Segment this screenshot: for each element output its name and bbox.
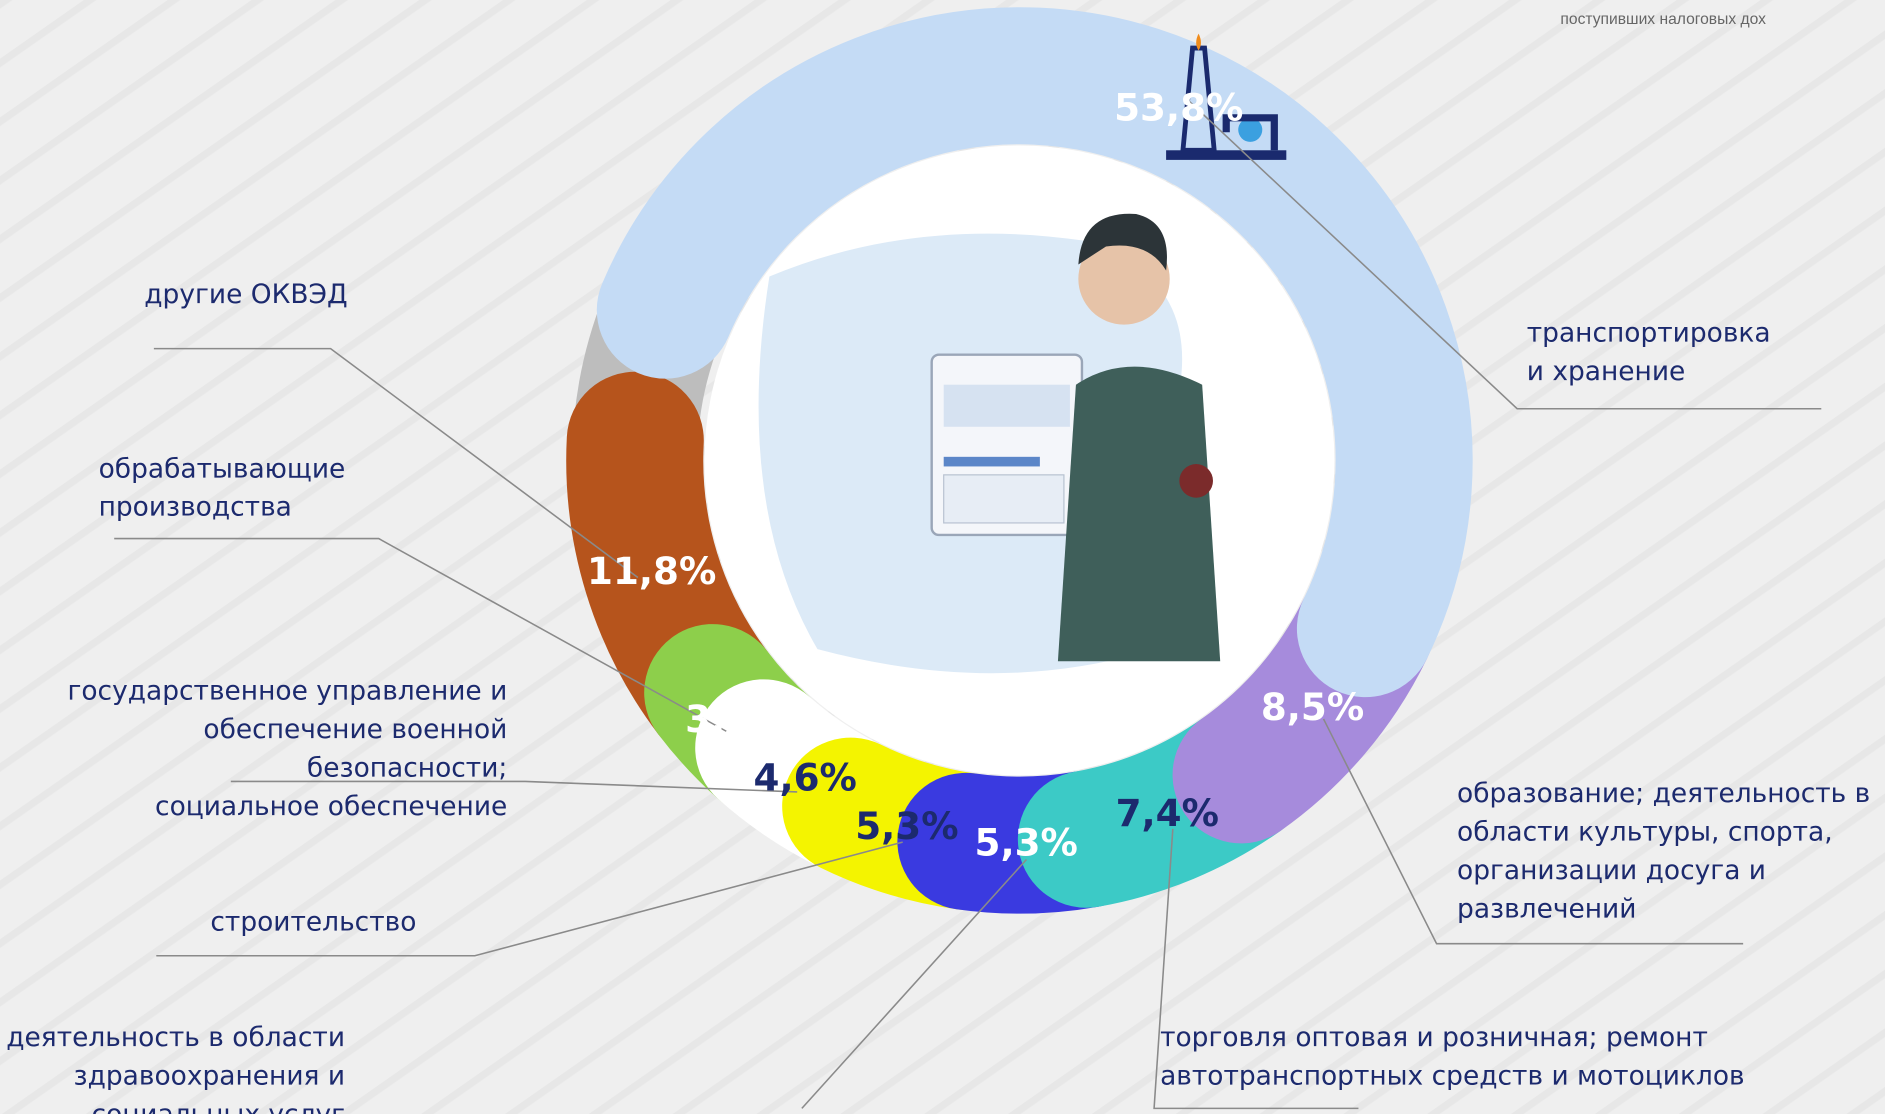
category-label: деятельность в области здравоохранения и… — [6, 1023, 346, 1114]
arcs — [566, 7, 1473, 914]
value-labels: 53,8% 8,5% 7,4% 5,3% 5,3% 4,6% 3,3% 11,8% — [587, 86, 1364, 865]
category-label: транспортировка и хранение — [1526, 318, 1771, 388]
leader-line — [153, 347, 639, 579]
value-label: 5,3% — [855, 804, 958, 848]
category-label: образование; деятельность в области куль… — [1457, 779, 1871, 925]
leader-line — [156, 841, 903, 957]
value-label: 4,6% — [754, 755, 857, 799]
value-label: 5,3% — [975, 821, 1078, 865]
leader-line — [230, 780, 798, 793]
category-label: торговля оптовая и розничная; ремонт авт… — [1160, 1023, 1745, 1092]
leader-lines — [114, 96, 1822, 1110]
category-label: строительство — [210, 907, 417, 938]
value-label: 11,8% — [587, 549, 716, 593]
category-label: обрабатывающие производства — [98, 454, 346, 523]
leader-line — [1322, 718, 1744, 945]
leader-line — [1153, 828, 1359, 1110]
leader-line — [114, 537, 727, 732]
value-label: 7,4% — [1116, 791, 1219, 835]
leader-line — [1184, 96, 1822, 410]
donut-segment — [596, 7, 1473, 698]
category-label: другие ОКВЭД — [144, 280, 348, 311]
value-label: 53,8% — [1114, 86, 1243, 130]
value-label: 3,3% — [685, 697, 788, 741]
value-label: 8,5% — [1261, 685, 1364, 729]
leader-line — [801, 858, 1028, 1109]
header-text: поступивших налоговых дох — [1560, 9, 1766, 28]
category-label: государственное управление и обеспечение… — [67, 676, 508, 823]
illustration — [758, 33, 1287, 674]
